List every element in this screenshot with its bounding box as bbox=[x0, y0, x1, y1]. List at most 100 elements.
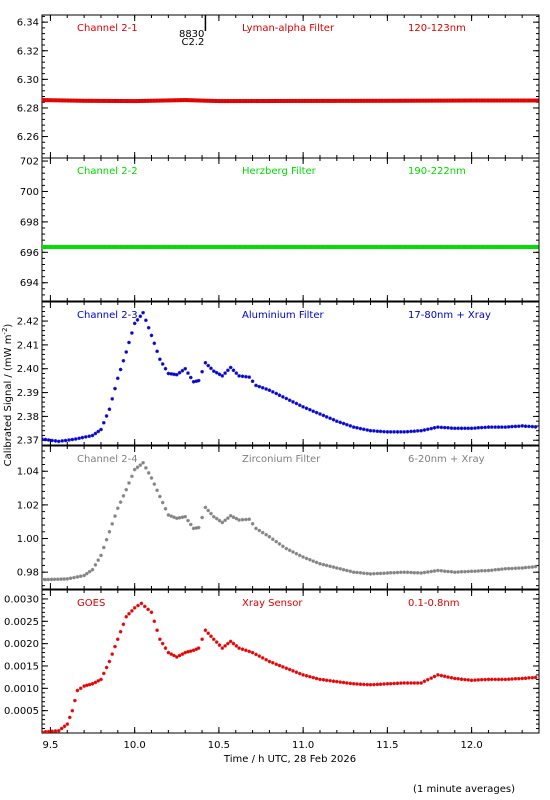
data-point bbox=[90, 433, 95, 438]
data-point bbox=[226, 99, 229, 104]
data-point bbox=[527, 424, 531, 429]
data-point-stroke bbox=[325, 563, 329, 568]
data-point bbox=[436, 98, 438, 103]
data-point-stroke bbox=[510, 677, 514, 681]
data-point bbox=[254, 99, 256, 104]
data-point-stroke bbox=[217, 643, 222, 647]
data-point bbox=[197, 98, 200, 103]
data-point bbox=[113, 98, 116, 103]
data-point-stroke bbox=[158, 494, 162, 499]
data-point-stroke bbox=[348, 424, 352, 428]
data-point bbox=[407, 244, 409, 249]
data-point bbox=[408, 244, 410, 249]
data-point bbox=[452, 570, 457, 575]
data-point bbox=[405, 429, 410, 434]
data-point bbox=[337, 244, 339, 249]
data-point-stroke bbox=[118, 367, 123, 372]
data-point bbox=[402, 430, 407, 434]
data-point bbox=[456, 244, 458, 249]
data-point bbox=[304, 556, 309, 561]
data-point bbox=[421, 244, 424, 249]
data-point bbox=[146, 607, 150, 612]
data-point-stroke bbox=[234, 371, 238, 375]
data-point bbox=[49, 98, 52, 103]
data-point bbox=[318, 561, 322, 566]
data-point-stroke bbox=[372, 572, 376, 576]
data-point bbox=[209, 244, 212, 249]
data-point bbox=[391, 244, 393, 249]
data-point bbox=[316, 98, 319, 103]
data-point-stroke bbox=[240, 374, 245, 378]
y-tick-label: 2.37 bbox=[17, 436, 39, 447]
data-point bbox=[483, 425, 487, 430]
data-point-stroke bbox=[500, 425, 504, 429]
data-point-stroke bbox=[121, 494, 126, 498]
y-tick-label: 6.32 bbox=[17, 46, 39, 57]
data-point bbox=[341, 680, 346, 685]
data-point-stroke bbox=[130, 474, 134, 478]
data-point bbox=[267, 388, 272, 393]
y-tick-label: 2.39 bbox=[17, 388, 39, 399]
y-tick-label: 0.0020 bbox=[4, 639, 39, 650]
data-point bbox=[513, 566, 518, 571]
data-point-stroke bbox=[463, 426, 467, 430]
data-point bbox=[421, 98, 424, 103]
data-point bbox=[300, 244, 302, 249]
data-point bbox=[251, 99, 254, 104]
data-point bbox=[443, 98, 445, 103]
data-point bbox=[490, 244, 492, 249]
data-point bbox=[136, 244, 138, 249]
data-point bbox=[127, 340, 131, 345]
data-point bbox=[119, 244, 122, 249]
data-point-stroke bbox=[186, 650, 190, 654]
data-point bbox=[328, 678, 332, 683]
data-point bbox=[382, 682, 386, 686]
data-point bbox=[166, 513, 171, 517]
data-point bbox=[480, 244, 483, 249]
data-point bbox=[158, 494, 162, 499]
data-point-stroke bbox=[301, 673, 305, 677]
data-point bbox=[533, 675, 538, 680]
data-point-stroke bbox=[180, 369, 185, 373]
data-point bbox=[70, 708, 75, 713]
data-point bbox=[162, 244, 165, 249]
data-point-stroke bbox=[139, 601, 144, 606]
data-point bbox=[72, 575, 76, 580]
data-point bbox=[256, 244, 259, 249]
data-point bbox=[446, 675, 450, 679]
data-point-stroke bbox=[527, 565, 531, 569]
data-point-stroke bbox=[402, 570, 406, 574]
data-point-stroke bbox=[42, 730, 44, 733]
data-point bbox=[523, 98, 526, 103]
data-point bbox=[121, 494, 126, 498]
data-point-stroke bbox=[473, 569, 477, 573]
data-point bbox=[368, 682, 373, 687]
data-point bbox=[415, 681, 420, 685]
data-point bbox=[233, 244, 236, 249]
data-point-stroke bbox=[152, 341, 156, 345]
data-point-stroke bbox=[127, 340, 131, 345]
data-point bbox=[523, 565, 528, 570]
data-point bbox=[288, 244, 290, 249]
data-point-stroke bbox=[493, 425, 497, 429]
data-point bbox=[60, 439, 65, 443]
data-point bbox=[180, 515, 185, 520]
data-point bbox=[314, 560, 319, 565]
data-point bbox=[175, 655, 179, 659]
data-point-stroke bbox=[209, 366, 213, 370]
data-point bbox=[384, 98, 386, 103]
data-point bbox=[73, 244, 76, 249]
data-point bbox=[193, 98, 195, 103]
data-point bbox=[422, 570, 427, 575]
data-point bbox=[260, 656, 265, 660]
data-point bbox=[328, 416, 332, 421]
data-point bbox=[220, 244, 223, 249]
data-point-stroke bbox=[189, 522, 193, 527]
data-point bbox=[95, 98, 97, 103]
data-point bbox=[237, 646, 241, 650]
data-point-stroke bbox=[42, 578, 44, 581]
data-point bbox=[355, 425, 359, 430]
data-point bbox=[331, 565, 336, 569]
data-point bbox=[230, 99, 232, 104]
